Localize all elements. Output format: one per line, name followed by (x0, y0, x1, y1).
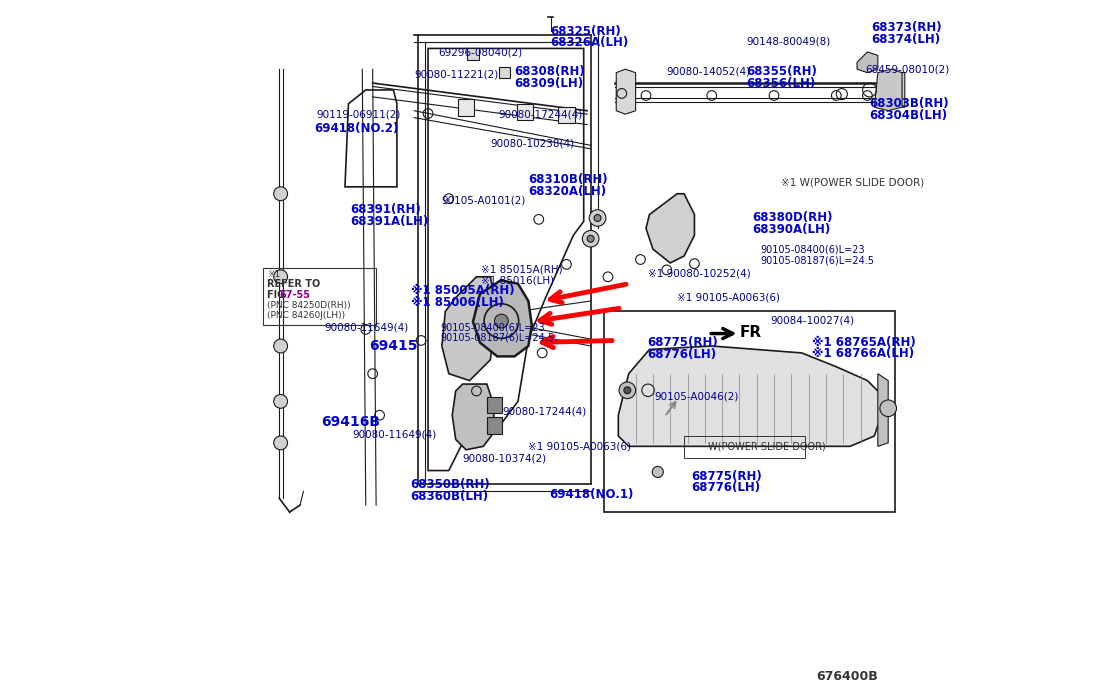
Circle shape (652, 466, 664, 477)
Circle shape (880, 400, 896, 417)
Text: 68775(RH): 68775(RH) (648, 336, 718, 349)
Text: 90105-A0046(2): 90105-A0046(2) (655, 392, 739, 401)
Text: (PNC 84250D(RH)): (PNC 84250D(RH)) (267, 301, 351, 310)
Bar (684, 436, 806, 458)
Text: 68459-08010(2): 68459-08010(2) (865, 64, 950, 74)
Text: 68776(LH): 68776(LH) (648, 348, 716, 361)
Text: ※1 85005A(RH): ※1 85005A(RH) (411, 284, 515, 297)
Circle shape (619, 382, 636, 399)
Text: 90105-A0101(2): 90105-A0101(2) (442, 196, 526, 206)
Polygon shape (442, 277, 497, 381)
Bar (468, 48, 479, 60)
Text: 68308(RH): 68308(RH) (515, 66, 585, 78)
Polygon shape (452, 384, 493, 450)
Polygon shape (473, 280, 532, 356)
Text: 68320A(LH): 68320A(LH) (528, 185, 606, 198)
Text: REFER TO: REFER TO (267, 279, 321, 289)
Text: 69418(NO.2): 69418(NO.2) (313, 122, 398, 134)
Text: ※1 85015A(RH): ※1 85015A(RH) (481, 265, 563, 275)
Text: 90148-80049(8): 90148-80049(8) (746, 37, 830, 46)
Polygon shape (617, 69, 636, 114)
Bar (517, 104, 534, 120)
Text: 68310B(RH): 68310B(RH) (528, 174, 608, 186)
Text: (PNC 84260J(LH)): (PNC 84260J(LH)) (267, 311, 346, 320)
Circle shape (495, 314, 508, 328)
Text: ※1 68765A(RH): ※1 68765A(RH) (812, 336, 915, 349)
Text: 68360B(LH): 68360B(LH) (411, 490, 489, 502)
Text: 676400B: 676400B (816, 671, 877, 683)
Text: 68390A(LH): 68390A(LH) (752, 223, 830, 235)
Circle shape (274, 339, 288, 353)
Text: 90105-08187(6)L=24.5: 90105-08187(6)L=24.5 (760, 255, 874, 265)
Text: ※1 90105-A0063(6): ※1 90105-A0063(6) (677, 293, 780, 302)
Text: 69415: 69415 (369, 339, 417, 353)
Text: 90105-08400(6)L=23: 90105-08400(6)L=23 (441, 322, 545, 332)
Circle shape (590, 210, 605, 226)
Polygon shape (619, 346, 882, 446)
Text: 68309(LH): 68309(LH) (515, 77, 584, 89)
Bar (487, 397, 502, 413)
Text: 90105-08187(6)L=24.5: 90105-08187(6)L=24.5 (441, 333, 555, 343)
Circle shape (594, 215, 601, 221)
Text: ※1 85016(LH): ※1 85016(LH) (481, 275, 554, 285)
Text: 68326A(LH): 68326A(LH) (551, 37, 629, 49)
Text: 90080-17244(4): 90080-17244(4) (502, 406, 587, 416)
Text: ※1 68766A(LH): ※1 68766A(LH) (812, 347, 914, 360)
Polygon shape (857, 52, 877, 73)
Text: ※1 85006(LH): ※1 85006(LH) (411, 296, 504, 309)
Circle shape (274, 187, 288, 201)
Text: FR: FR (740, 325, 762, 340)
Text: 68356(LH): 68356(LH) (746, 78, 816, 90)
Circle shape (624, 387, 631, 394)
Text: 90080-14052(4): 90080-14052(4) (667, 67, 751, 77)
Text: 68373(RH): 68373(RH) (871, 21, 941, 34)
Text: 69418(NO.1): 69418(NO.1) (549, 489, 633, 501)
Circle shape (587, 235, 594, 242)
Text: 68380D(RH): 68380D(RH) (752, 211, 833, 224)
Text: 68391A(LH): 68391A(LH) (350, 215, 429, 228)
Polygon shape (874, 69, 902, 111)
Text: FIG: FIG (267, 289, 289, 300)
Text: 90119-06911(2): 90119-06911(2) (316, 110, 401, 120)
Text: 90080-11649(4): 90080-11649(4) (325, 322, 408, 332)
Text: ※1: ※1 (267, 270, 281, 279)
Text: 90080-11221(2): 90080-11221(2) (414, 69, 498, 79)
Bar (604, 311, 895, 512)
Text: 90080-11649(4): 90080-11649(4) (351, 430, 436, 439)
Text: W(POWER SLIDE DOOR): W(POWER SLIDE DOOR) (708, 441, 826, 451)
Text: 90105-08400(6)L=23: 90105-08400(6)L=23 (760, 244, 865, 254)
Text: 68374(LH): 68374(LH) (871, 33, 940, 46)
Text: 90080-10238(4): 90080-10238(4) (490, 139, 574, 149)
Text: 69416B: 69416B (321, 415, 379, 429)
Text: 68303B(RH): 68303B(RH) (869, 98, 949, 110)
Text: 90080-10374(2): 90080-10374(2) (462, 454, 547, 464)
Bar (487, 417, 502, 434)
Polygon shape (877, 374, 888, 446)
Text: ※1 W(POWER SLIDE DOOR): ※1 W(POWER SLIDE DOOR) (781, 178, 924, 188)
Text: 68391(RH): 68391(RH) (350, 203, 421, 216)
Text: 68775(RH): 68775(RH) (690, 470, 762, 482)
Text: 68325(RH): 68325(RH) (551, 25, 621, 37)
Text: 68355(RH): 68355(RH) (746, 66, 817, 78)
Bar (499, 67, 509, 78)
Text: 90080-17244(4): 90080-17244(4) (499, 109, 583, 119)
Text: 68350B(RH): 68350B(RH) (411, 478, 490, 491)
Text: ※1 90080-10252(4): ※1 90080-10252(4) (648, 268, 751, 278)
Text: 67-55: 67-55 (280, 289, 310, 300)
Text: 68304B(LH): 68304B(LH) (869, 109, 948, 122)
Circle shape (274, 394, 288, 408)
Circle shape (274, 270, 288, 284)
Bar (263, 268, 376, 325)
Text: 68776(LH): 68776(LH) (690, 482, 760, 494)
Circle shape (274, 436, 288, 450)
Bar (558, 107, 575, 123)
Circle shape (582, 230, 599, 247)
Text: ※1 90105-A0063(6): ※1 90105-A0063(6) (528, 441, 631, 451)
Polygon shape (646, 194, 695, 263)
Text: 90084-10027(4): 90084-10027(4) (771, 316, 855, 325)
Polygon shape (892, 73, 905, 107)
Text: 69296-08040(2): 69296-08040(2) (439, 48, 523, 57)
Bar (458, 99, 474, 116)
